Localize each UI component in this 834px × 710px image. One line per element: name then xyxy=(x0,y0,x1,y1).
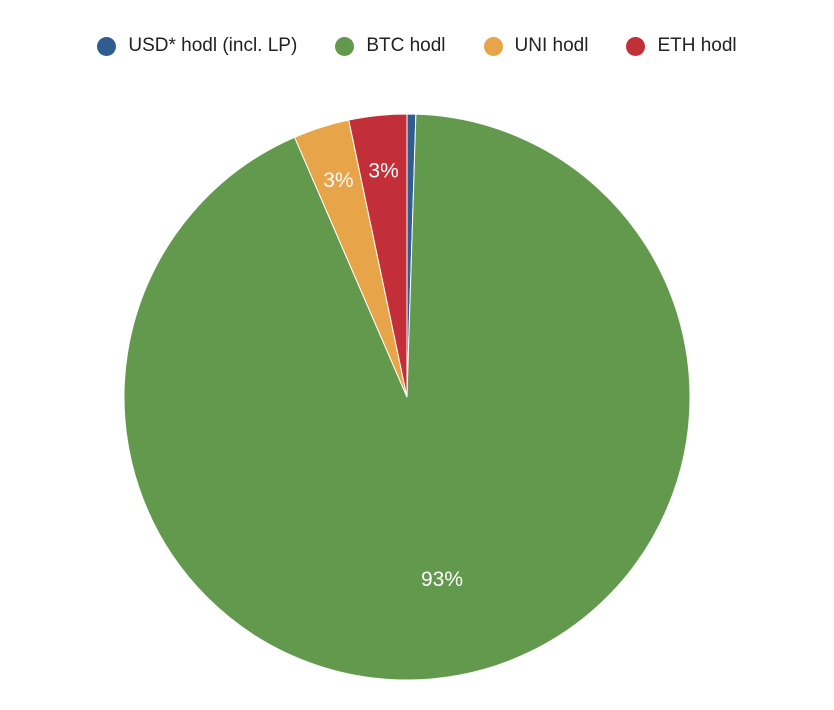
slice-data-label: 3% xyxy=(323,169,353,192)
pie-slice[interactable] xyxy=(123,113,691,681)
legend-label: USD* hodl (incl. LP) xyxy=(128,35,298,56)
legend-swatch xyxy=(335,36,355,56)
legend-item[interactable]: ETH hodl xyxy=(626,35,737,57)
legend-item[interactable]: UNI hodl xyxy=(483,35,589,57)
legend-item[interactable]: USD* hodl (incl. LP) xyxy=(97,35,297,57)
pie-slice[interactable] xyxy=(348,113,408,398)
slice-data-label: 3% xyxy=(368,159,398,182)
legend-swatch xyxy=(483,36,503,56)
legend-item[interactable]: BTC hodl xyxy=(335,35,446,57)
slice-data-label: 93% xyxy=(421,568,463,591)
legend-label: BTC hodl xyxy=(366,35,446,56)
pie-labels: 93% 3% 3% xyxy=(323,159,463,591)
pie-slices xyxy=(123,113,691,681)
legend-swatch xyxy=(626,36,646,56)
legend-label: ETH hodl xyxy=(657,35,737,56)
legend-swatch xyxy=(97,36,117,56)
chart-legend: USD* hodl (incl. LP) BTC hodl UNI hodl ETH … xyxy=(0,28,834,64)
legend-label: UNI hodl xyxy=(514,35,589,56)
